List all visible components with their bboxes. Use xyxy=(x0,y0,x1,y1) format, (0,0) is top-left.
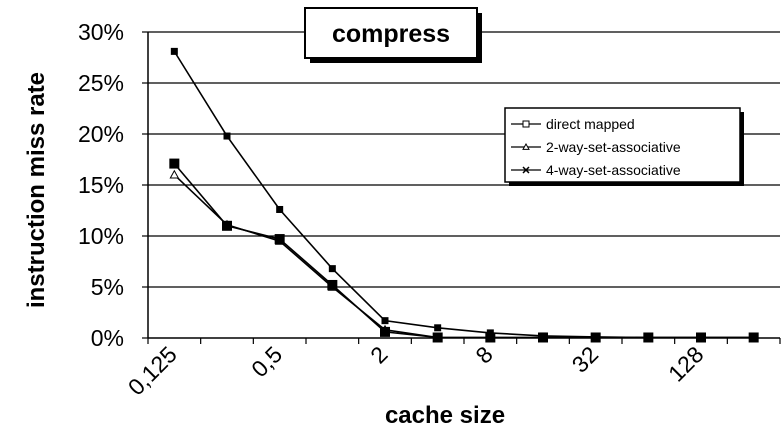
series-layer xyxy=(169,47,759,343)
data-point xyxy=(170,47,178,55)
data-point xyxy=(381,317,389,325)
y-tick-label: 20% xyxy=(78,121,124,147)
data-point xyxy=(222,220,232,231)
legend-box xyxy=(504,107,741,183)
data-point xyxy=(169,169,180,179)
data-point xyxy=(276,205,284,213)
data-point xyxy=(380,326,390,337)
data-point xyxy=(486,329,494,337)
title-box-frame xyxy=(304,7,478,59)
y-axis-title: instruction miss rate xyxy=(23,72,50,308)
legend: direct mapped 2-way-set-associative 4-way-… xyxy=(504,107,744,186)
y-tick-label: 0% xyxy=(91,325,124,351)
y-tick-labels: 0% 5% 10% 15% 20% 25% 30% xyxy=(78,19,124,351)
data-point xyxy=(697,333,705,341)
x-axis-title: cache size xyxy=(385,402,505,429)
chart-title: compress xyxy=(332,20,450,48)
series-line xyxy=(173,50,754,339)
data-point xyxy=(432,332,443,343)
data-point xyxy=(539,332,547,340)
y-tick-label: 5% xyxy=(91,274,124,300)
data-point xyxy=(434,324,442,332)
data-point xyxy=(169,158,180,169)
y-tick-label: 15% xyxy=(78,172,124,198)
y-tick-label: 25% xyxy=(78,70,124,96)
legend-label: 4-way-set-associative xyxy=(546,162,681,178)
data-point xyxy=(592,333,600,341)
data-point xyxy=(274,234,285,245)
y-tick-label: 10% xyxy=(78,223,124,249)
data-point xyxy=(485,332,496,343)
legend-label: direct mapped xyxy=(546,116,635,132)
y-tick-label: 30% xyxy=(78,19,124,45)
data-point xyxy=(750,333,758,341)
data-point xyxy=(327,279,338,290)
data-point xyxy=(223,132,231,140)
data-point xyxy=(328,265,336,273)
legend-marker xyxy=(522,166,530,174)
data-point xyxy=(644,333,652,341)
legend-label: 2-way-set-associative xyxy=(546,139,681,155)
title-box: compress xyxy=(304,7,482,63)
legend-marker xyxy=(522,142,530,150)
legend-marker xyxy=(522,120,530,128)
